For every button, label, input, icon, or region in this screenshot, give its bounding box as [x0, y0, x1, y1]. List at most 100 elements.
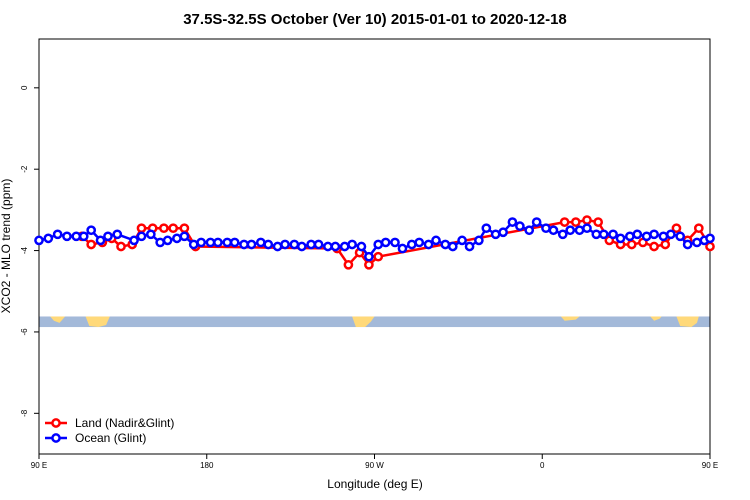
data-point	[86, 225, 97, 236]
data-point	[78, 231, 89, 242]
data-point	[498, 227, 508, 238]
data-point	[86, 239, 97, 250]
data-point	[52, 229, 63, 240]
data-point	[136, 231, 147, 242]
legend-label: Land (Nadir&Glint)	[75, 416, 174, 430]
data-point	[682, 239, 693, 250]
data-point	[548, 225, 559, 236]
data-point	[615, 233, 626, 244]
data-point	[531, 217, 542, 227]
y-tick-label: -2	[20, 165, 29, 173]
y-axis-label: XCO2 - MLO trend (ppm)	[0, 179, 13, 314]
legend-label: Ocean (Glint)	[75, 431, 146, 445]
data-point	[213, 237, 223, 248]
data-point	[693, 223, 704, 234]
data-point	[205, 237, 216, 248]
data-point	[364, 251, 374, 262]
y-tick-label: 0	[20, 85, 29, 90]
data-point	[159, 223, 169, 234]
data-point	[574, 225, 585, 236]
data-point	[414, 237, 425, 248]
data-point	[541, 223, 551, 234]
data-point	[162, 235, 173, 246]
series-ocean	[34, 217, 715, 262]
data-point	[289, 239, 300, 250]
data-point	[103, 231, 113, 242]
data-point	[557, 229, 568, 240]
data-point	[658, 231, 669, 242]
data-point	[373, 239, 384, 250]
x-axis: 90 E 180 90 W 0 90 E	[31, 454, 718, 470]
series-layer	[34, 215, 715, 270]
data-point	[296, 241, 307, 252]
data-point	[481, 223, 492, 234]
data-point	[373, 251, 384, 262]
chart-title: 37.5S-32.5S October (Ver 10) 2015-01-01 …	[183, 11, 567, 28]
data-point	[196, 237, 207, 248]
data-point	[490, 229, 501, 240]
map-land-5	[650, 316, 662, 321]
data-point	[397, 243, 408, 254]
coastline-map-strip	[39, 316, 710, 328]
data-point	[229, 237, 240, 248]
data-point	[188, 239, 199, 250]
x-tick-label: 0	[540, 461, 545, 470]
data-point	[464, 241, 475, 252]
data-point	[339, 241, 350, 252]
data-point	[145, 229, 156, 240]
legend-marker	[51, 433, 61, 443]
data-point	[136, 223, 147, 234]
data-point	[347, 239, 357, 250]
map-land-2	[85, 316, 110, 328]
data-point	[62, 231, 72, 242]
y-tick-label: -6	[20, 328, 29, 336]
data-point	[705, 233, 715, 244]
data-point	[431, 235, 441, 246]
data-point	[660, 239, 671, 250]
data-point	[168, 223, 179, 234]
data-point	[649, 241, 659, 252]
data-point	[671, 223, 682, 234]
data-point	[263, 239, 274, 250]
data-point	[239, 239, 249, 250]
legend-item: Land (Nadir&Glint)	[45, 416, 174, 430]
data-point	[570, 217, 581, 227]
data-point	[272, 241, 283, 252]
data-point	[666, 229, 676, 240]
data-point	[692, 237, 702, 248]
map-land-6	[676, 316, 699, 328]
y-axis: 0 -2 -4 -6 -8	[20, 85, 39, 417]
data-point	[641, 231, 652, 242]
map-ocean	[39, 316, 710, 328]
data-point	[34, 235, 44, 246]
data-point	[390, 237, 400, 248]
data-point	[582, 223, 592, 234]
data-point	[507, 217, 518, 227]
data-point	[179, 223, 190, 234]
data-point	[129, 235, 139, 246]
legend-item: Ocean (Glint)	[45, 431, 146, 445]
data-point	[675, 231, 686, 242]
data-point	[306, 239, 316, 250]
data-point	[246, 239, 257, 250]
data-point	[255, 237, 266, 248]
x-tick-label: 180	[200, 461, 214, 470]
data-point	[559, 217, 570, 227]
data-point	[364, 259, 374, 270]
data-point	[343, 259, 354, 270]
data-point	[116, 241, 126, 252]
data-point	[582, 215, 592, 225]
data-point	[457, 235, 467, 246]
data-point	[632, 229, 643, 240]
y-tick-label: -8	[20, 409, 29, 417]
data-point	[313, 239, 324, 250]
data-point	[280, 239, 290, 250]
legend-marker	[51, 418, 61, 428]
data-point	[95, 235, 106, 246]
data-point	[591, 229, 602, 240]
data-point	[515, 221, 525, 232]
legend: Land (Nadir&Glint)Ocean (Glint)	[45, 416, 174, 445]
x-tick-label: 90 W	[365, 461, 384, 470]
map-land-1	[50, 316, 66, 323]
